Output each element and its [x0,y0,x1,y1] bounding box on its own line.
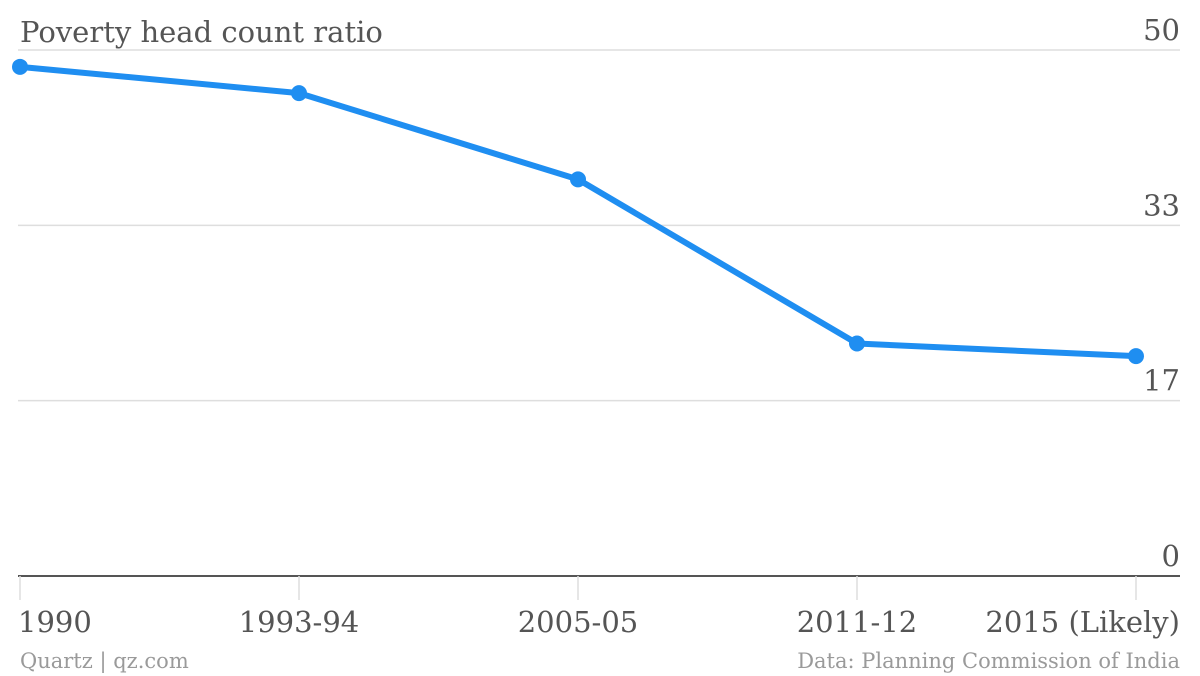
x-axis-labels: 1990 1993-94 2005-05 2011-12 2015 (Likely) [18,605,1180,639]
x-tick-label-1: 1993-94 [239,605,360,639]
y-tick-label-0: 0 [1162,539,1180,573]
x-tick-label-3: 2011-12 [797,605,918,639]
chart-title: Poverty head count ratio [20,15,383,49]
y-tick-label-17: 17 [1143,364,1180,398]
data-point-2015-likely- [1128,348,1144,365]
series-layer [12,58,1144,365]
y-tick-label-33: 33 [1143,188,1180,222]
data-source-note: Data: Planning Commission of India [797,649,1180,673]
series-line-0 [17,63,1139,360]
data-point-1993-94 [291,85,307,102]
data-point-2011-12 [849,335,865,352]
source-credit: Quartz | qz.com [20,649,189,674]
x-axis-ticks [19,576,1137,600]
x-tick-label-4: 2015 (Likely) [985,605,1180,639]
data-point-1990 [12,58,28,75]
y-axis-labels: 0 17 33 50 [1143,13,1180,573]
x-tick-label-0: 1990 [18,605,92,639]
gridlines [18,49,1180,402]
x-tick-label-2: 2005-05 [518,605,639,639]
y-tick-label-50: 50 [1143,13,1180,47]
data-point-2005-05 [570,171,586,188]
